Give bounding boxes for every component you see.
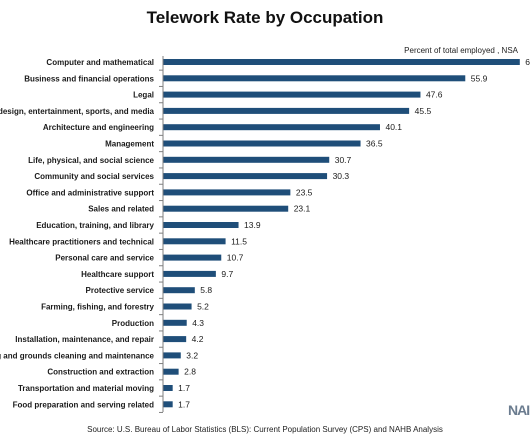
data-label: 2.8 bbox=[184, 367, 196, 377]
category-label: Life, physical, and social science bbox=[28, 156, 154, 165]
category-label: Protective service bbox=[86, 286, 155, 295]
bar bbox=[163, 222, 239, 228]
bar bbox=[163, 91, 421, 98]
data-label: 3.2 bbox=[186, 350, 198, 360]
category-label: Community and social services bbox=[34, 172, 154, 181]
source-note: Source: U.S. Bureau of Labor Statistics … bbox=[87, 425, 443, 434]
data-label: 4.2 bbox=[192, 334, 204, 344]
category-label: Personal care and service bbox=[55, 254, 154, 263]
bar bbox=[163, 173, 328, 180]
data-label: 36.5 bbox=[366, 139, 383, 149]
data-label: 13.9 bbox=[244, 220, 261, 230]
bar bbox=[163, 287, 195, 294]
data-label: 1.7 bbox=[178, 399, 190, 409]
bar bbox=[163, 352, 181, 359]
category-label: Architecture and engineering bbox=[43, 123, 154, 132]
bar bbox=[163, 124, 380, 131]
category-label: Food preparation and serving related bbox=[13, 400, 154, 409]
chart-subtitle: Percent of total employed , NSA bbox=[404, 46, 518, 55]
bar-chart: Computer and mathematical 66.0 Business an… bbox=[0, 56, 530, 413]
bar bbox=[163, 319, 187, 326]
category-label: Office and administrative support bbox=[26, 188, 154, 197]
category-label: Business and financial operations bbox=[24, 74, 154, 83]
category-label: Healthcare practitioners and technical bbox=[9, 237, 154, 246]
category-label: Farming, fishing, and forestry bbox=[41, 303, 154, 312]
category-label: Computer and mathematical bbox=[46, 58, 154, 67]
bar bbox=[163, 254, 222, 261]
bar bbox=[163, 385, 173, 391]
bar bbox=[163, 107, 410, 114]
data-label: 9.7 bbox=[221, 269, 233, 279]
data-label: 47.6 bbox=[426, 90, 443, 100]
category-label: Installation, maintenance, and repair bbox=[15, 335, 154, 344]
category-label: Healthcare support bbox=[81, 270, 154, 279]
category-label: Transportation and material moving bbox=[18, 384, 154, 393]
bar bbox=[163, 238, 226, 245]
category-label: Construction and extraction bbox=[47, 368, 154, 377]
chart-title: Telework Rate by Occupation bbox=[146, 8, 384, 27]
data-label: 45.5 bbox=[415, 106, 432, 116]
data-label: 4.3 bbox=[192, 318, 204, 328]
data-label: 23.1 bbox=[294, 204, 311, 214]
category-label: Management bbox=[105, 140, 154, 149]
data-label: 30.3 bbox=[333, 171, 350, 181]
category-label: Sales and related bbox=[88, 205, 154, 214]
data-label: 55.9 bbox=[471, 73, 488, 83]
bar bbox=[163, 59, 520, 65]
data-label: 5.8 bbox=[200, 285, 212, 295]
data-label: 10.7 bbox=[227, 253, 244, 263]
bar bbox=[163, 140, 361, 147]
data-label: 5.2 bbox=[197, 302, 209, 312]
bar bbox=[163, 270, 216, 277]
data-label: 23.5 bbox=[296, 187, 313, 197]
bar bbox=[163, 205, 289, 212]
bar bbox=[163, 368, 179, 375]
category-label: Legal bbox=[133, 91, 154, 100]
bar bbox=[163, 156, 330, 163]
data-label: 66.0 bbox=[525, 57, 530, 67]
data-label: 40.1 bbox=[385, 122, 402, 132]
data-label: 30.7 bbox=[335, 155, 352, 165]
bar bbox=[163, 303, 192, 310]
bar bbox=[163, 189, 291, 196]
category-label: Arts, design, entertainment, sports, and… bbox=[0, 107, 155, 116]
category-label: Education, training, and library bbox=[36, 221, 154, 230]
data-label: 1.7 bbox=[178, 383, 190, 393]
data-label: 11.5 bbox=[231, 236, 247, 246]
bar bbox=[163, 336, 187, 343]
category-label: Production bbox=[112, 319, 154, 328]
bar bbox=[163, 401, 173, 408]
nahb-logo-icon: NAI bbox=[508, 402, 530, 418]
bar bbox=[163, 75, 466, 82]
category-label: Building and grounds cleaning and mainte… bbox=[0, 351, 155, 360]
